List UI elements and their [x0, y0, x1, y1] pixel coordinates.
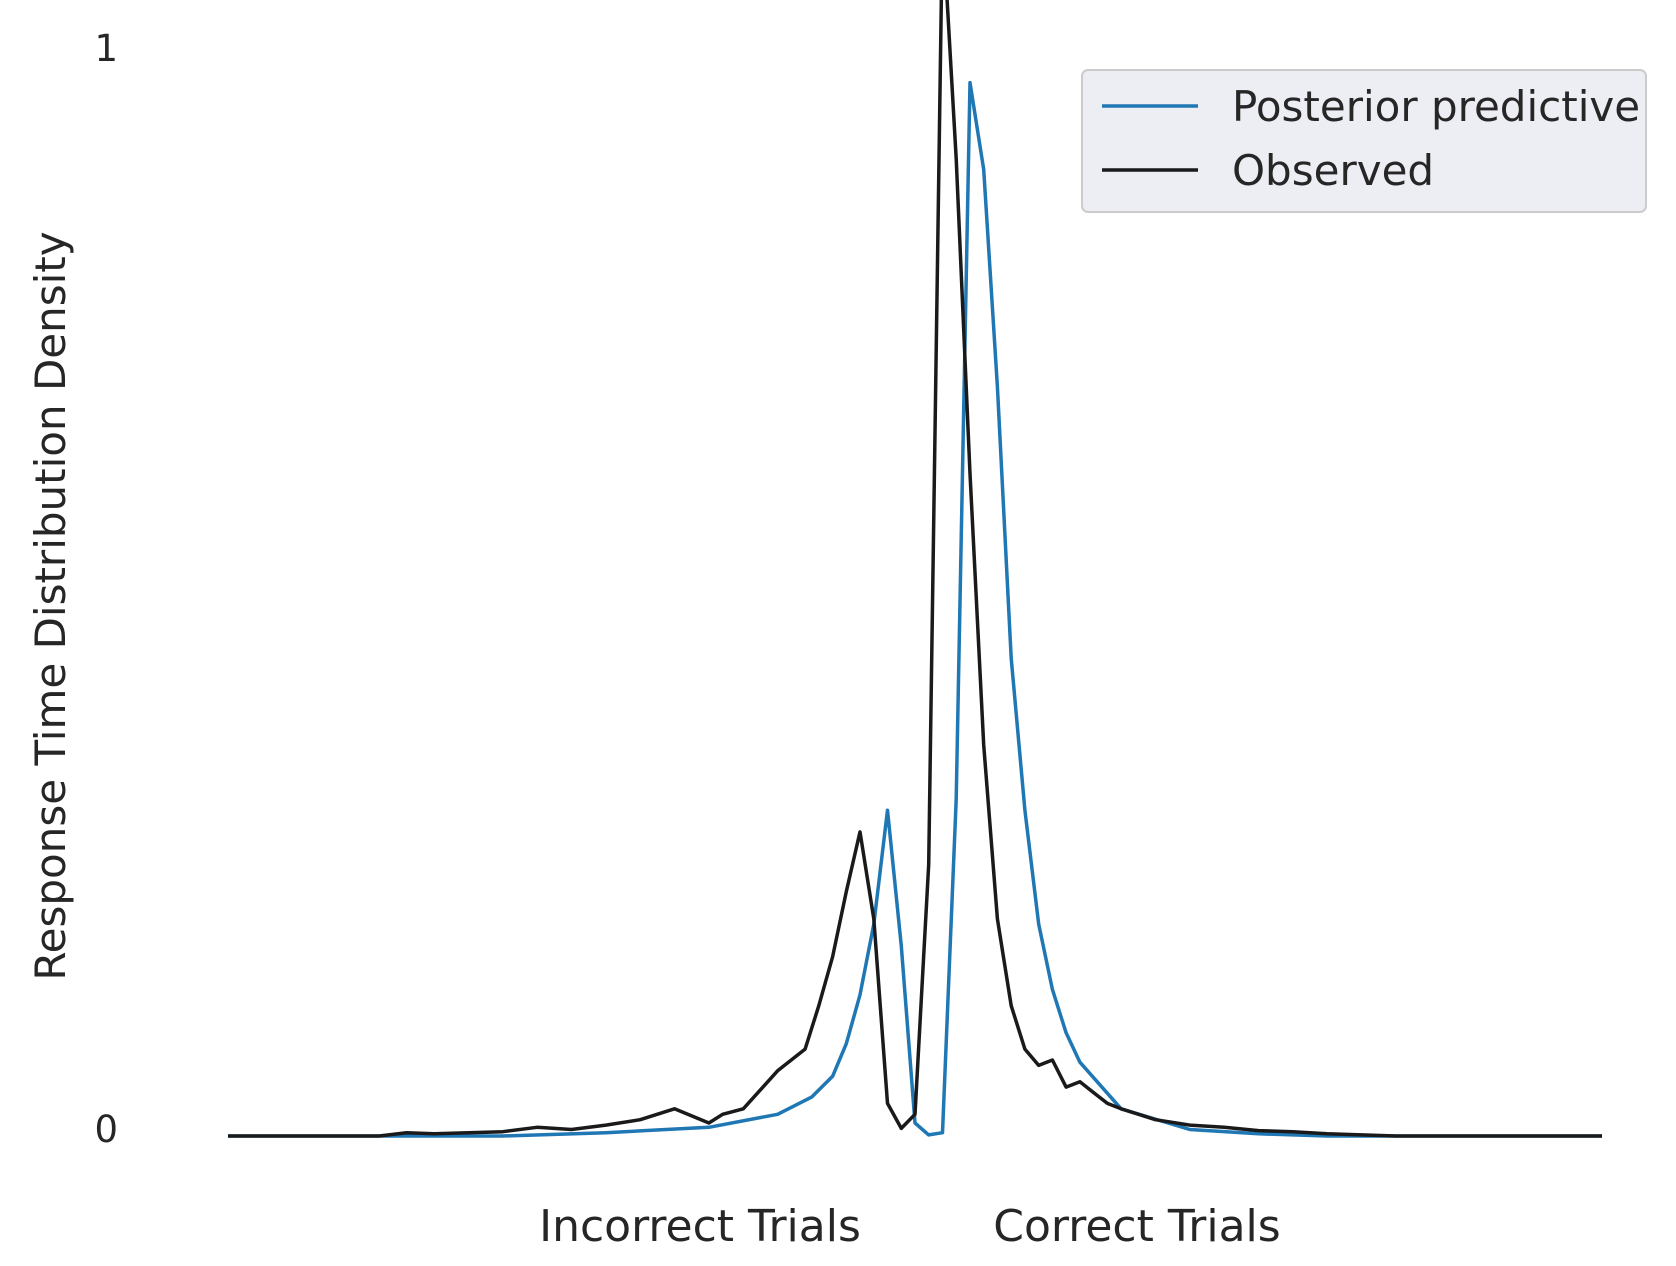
series-line-posterior-predictive: [228, 80, 1602, 1138]
legend: Posterior predictive Observed: [1081, 69, 1647, 213]
legend-box: [1081, 69, 1647, 213]
category-label-correct: Correct Trials: [993, 1201, 1280, 1252]
legend-label-observed: Observed: [1232, 146, 1434, 195]
category-label-incorrect: Incorrect Trials: [539, 1201, 861, 1252]
series-line-observed: [228, 0, 1602, 1138]
y-tick-label-bottom: 0: [94, 1108, 118, 1151]
plot-area: [228, 0, 1602, 1138]
y-tick-label-top: 1: [94, 27, 118, 70]
y-axis-label: Response Time Distribution Density: [26, 231, 75, 980]
legend-label-posterior-predictive: Posterior predictive: [1232, 82, 1640, 131]
